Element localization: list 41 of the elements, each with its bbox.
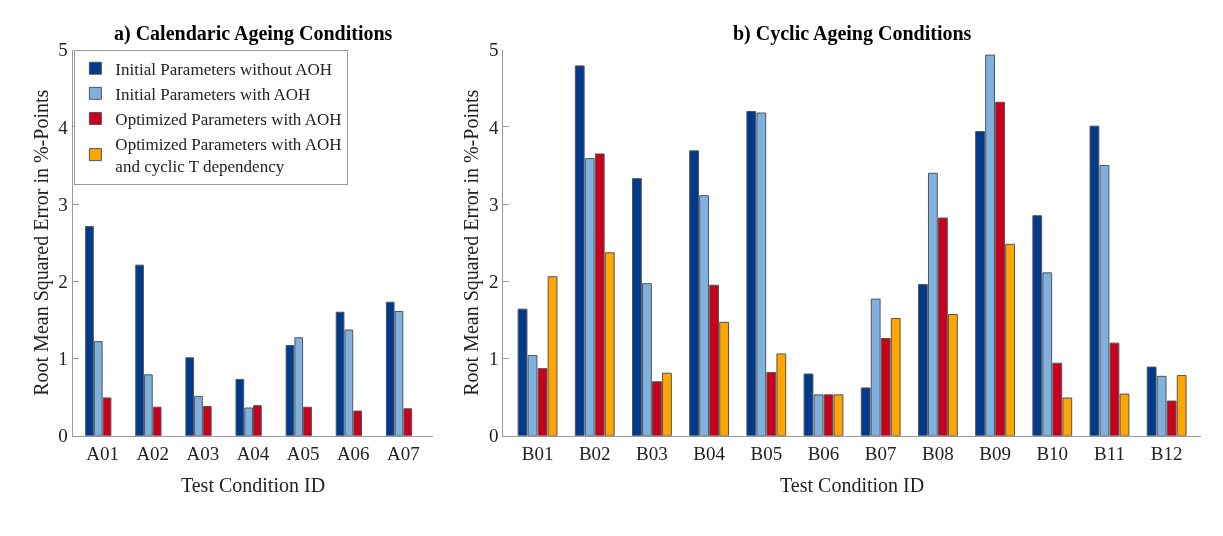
x-axis-title: Test Condition ID (180, 474, 326, 497)
legend-label: Optimized Parameters with AOH (115, 110, 342, 130)
y-tick-label: 5 (58, 39, 68, 61)
y-tick-label: 3 (58, 193, 68, 215)
chart-title: a) Calendaric Ageing Conditions (114, 22, 393, 45)
y-tick-label: 2 (58, 271, 68, 293)
x-axis-title: Test Condition ID (780, 474, 925, 497)
y-tick-label: 5 (488, 39, 499, 61)
y-tick-label: 1 (58, 348, 68, 370)
y-tick-label: 0 (488, 425, 499, 447)
y-tick-label: 0 (58, 425, 68, 447)
x-tick-label: B04 (693, 442, 726, 464)
y-tick-label: 4 (488, 116, 499, 138)
x-tick-label: B01 (521, 442, 554, 464)
x-tick-label: A01 (86, 442, 119, 464)
x-tick-label: B08 (922, 442, 954, 464)
legend-label: Initial Parameters with AOH (115, 84, 311, 104)
x-tick-label: A07 (387, 442, 420, 464)
legend-label: Optimized Parameters with AOH and cyclic T dependency (115, 135, 342, 177)
x-tick-label: A04 (236, 442, 270, 464)
x-tick-label: B05 (750, 442, 783, 464)
x-tick-label: B06 (807, 442, 840, 464)
x-tick-label: A05 (286, 442, 320, 464)
y-tick-label: 3 (488, 193, 499, 215)
y-axis-title: Root Mean Squared Error in %-Points (29, 89, 53, 396)
x-tick-label: B09 (979, 442, 1011, 464)
x-tick-label: A02 (136, 442, 170, 464)
y-tick-label: 4 (58, 116, 69, 138)
x-tick-label: B10 (1036, 442, 1069, 464)
x-tick-label: B12 (1150, 442, 1183, 464)
x-tick-label: B02 (578, 442, 611, 464)
chart-title: b) Cyclic Ageing Conditions (733, 22, 972, 45)
x-tick-label: A06 (336, 442, 370, 464)
x-tick-label: A03 (186, 442, 220, 464)
y-tick-label: 2 (488, 271, 499, 293)
x-tick-label: B11 (1093, 442, 1125, 464)
x-tick-label: B03 (636, 442, 668, 464)
y-tick-label: 1 (488, 348, 499, 370)
x-tick-label: B07 (864, 442, 897, 464)
y-axis-title: Root Mean Squared Error in %-Points (460, 89, 484, 396)
legend-label: Initial Parameters without AOH (115, 59, 333, 79)
